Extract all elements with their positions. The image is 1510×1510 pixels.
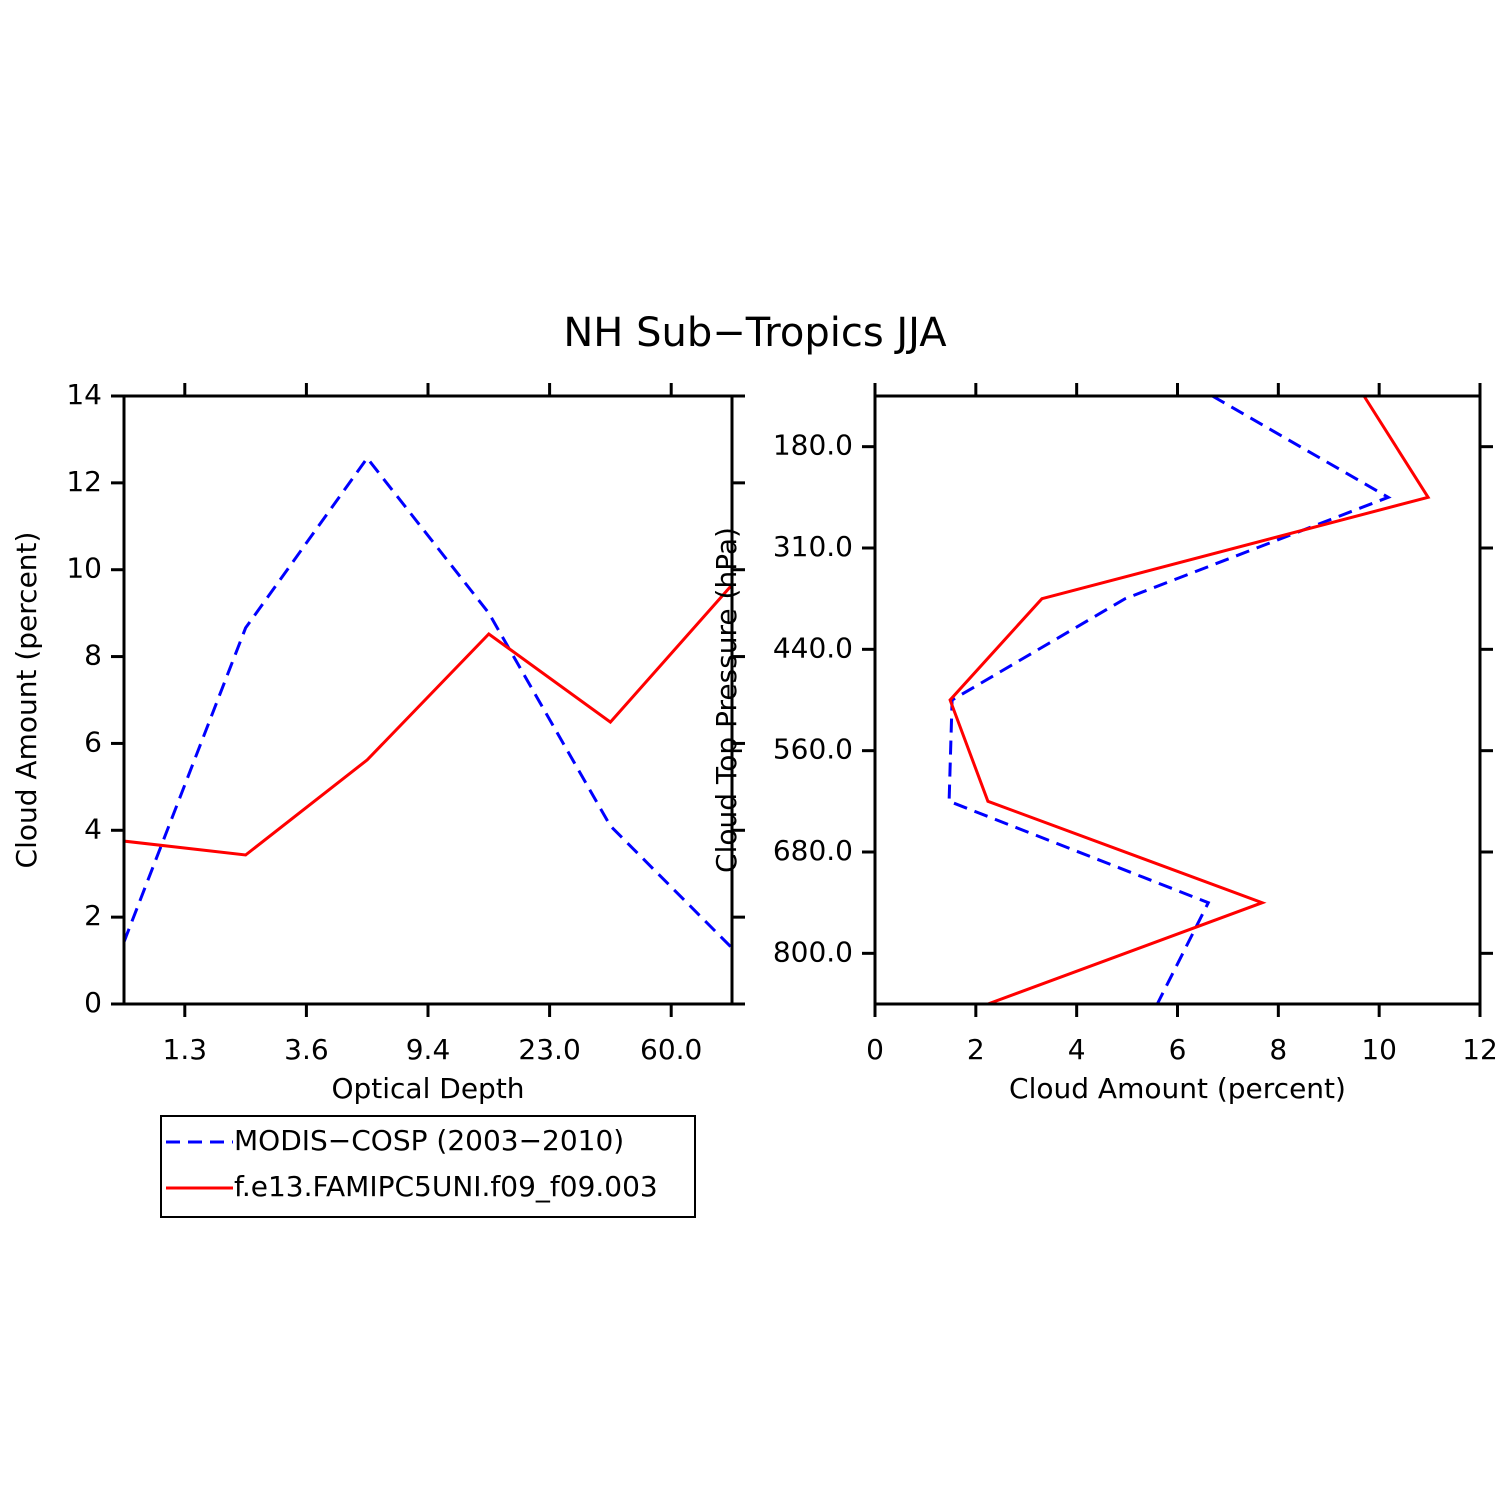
x-tick-label: 60.0 xyxy=(640,1033,702,1066)
chart-title: NH Sub−Tropics JJA xyxy=(563,310,947,356)
x-tick-label: 1.3 xyxy=(163,1033,208,1066)
legend-label: MODIS−COSP (2003−2010) xyxy=(234,1124,624,1157)
y-tick-label: 440.0 xyxy=(773,631,853,664)
x-tick-label: 10 xyxy=(1361,1033,1397,1066)
x-tick-label: 6 xyxy=(1169,1033,1187,1066)
y-tick-label: 12 xyxy=(66,465,102,498)
y-axis-title: Cloud Top Pressure (hPa) xyxy=(710,527,743,873)
x-tick-label: 3.6 xyxy=(284,1033,329,1066)
y-tick-label: 0 xyxy=(84,986,102,1019)
y-tick-label: 14 xyxy=(66,378,102,411)
series-line xyxy=(123,583,734,857)
x-tick-label: 23.0 xyxy=(518,1033,580,1066)
y-tick-label: 310.0 xyxy=(773,530,853,563)
legend-label: f.e13.FAMIPC5UNI.f09_f09.003 xyxy=(234,1170,658,1203)
y-tick-label: 180.0 xyxy=(773,429,853,462)
x-tick-label: 0 xyxy=(866,1033,884,1066)
y-tick-label: 10 xyxy=(66,552,102,585)
x-tick-label: 4 xyxy=(1068,1033,1086,1066)
x-tick-label: 2 xyxy=(967,1033,985,1066)
y-tick-label: 680.0 xyxy=(773,834,853,867)
y-tick-label: 2 xyxy=(84,899,102,932)
series-line xyxy=(947,394,1392,1005)
x-tick-label: 8 xyxy=(1269,1033,1287,1066)
x-tick-label: 12 xyxy=(1462,1033,1498,1066)
x-axis-title: Cloud Amount (percent) xyxy=(1009,1072,1346,1105)
legend-box xyxy=(160,1115,696,1218)
x-tick-label: 9.4 xyxy=(406,1033,451,1066)
plot-frame xyxy=(122,394,734,1006)
y-tick-label: 4 xyxy=(84,812,102,845)
series-line xyxy=(948,395,1431,1006)
y-tick-label: 560.0 xyxy=(773,733,853,766)
series-line xyxy=(122,455,734,950)
x-axis-title: Optical Depth xyxy=(331,1072,524,1105)
y-tick-label: 8 xyxy=(84,639,102,672)
y-axis-title: Cloud Amount (percent) xyxy=(10,532,43,869)
y-tick-label: 800.0 xyxy=(773,935,853,968)
plot-frame xyxy=(873,394,1482,1006)
y-tick-label: 6 xyxy=(84,725,102,758)
